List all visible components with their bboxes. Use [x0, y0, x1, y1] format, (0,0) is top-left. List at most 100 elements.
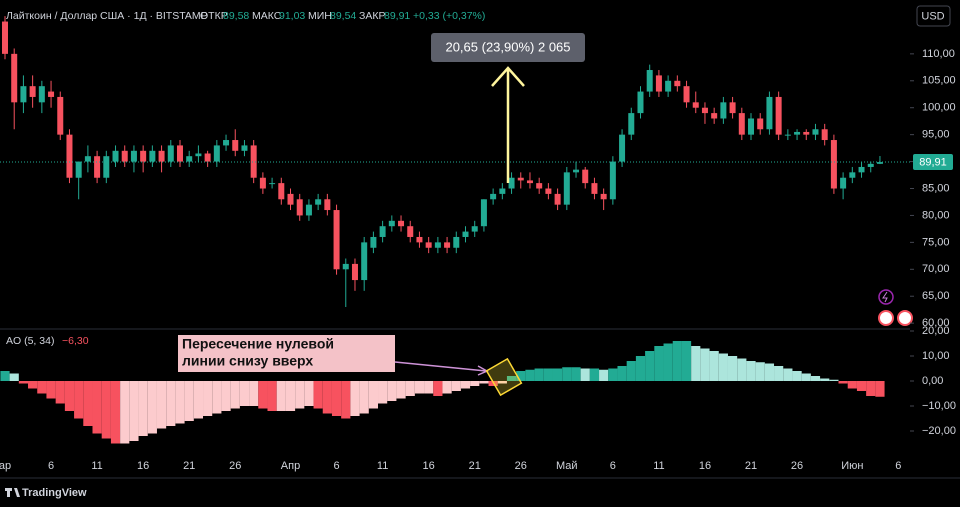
candle-body: [140, 150, 147, 162]
ao-bar: [516, 371, 526, 381]
ao-bar: [654, 346, 664, 381]
candle-body: [75, 161, 82, 178]
candle-body: [186, 156, 193, 162]
ao-bar: [331, 381, 342, 416]
candle-body: [2, 21, 8, 54]
ao-bar: [156, 381, 167, 429]
candle-body: [508, 177, 515, 189]
ao-bar: [304, 381, 314, 406]
ao-bar: [700, 348, 710, 381]
ao-bar: [718, 353, 728, 381]
ao-bar: [727, 356, 738, 381]
candle-body: [803, 131, 810, 135]
ao-bar: [120, 381, 130, 444]
candle-body: [499, 188, 506, 194]
candle-body: [729, 102, 736, 114]
ao-bar: [866, 381, 876, 396]
ao-bar: [138, 381, 148, 436]
candle-body: [821, 129, 828, 141]
candle-body: [232, 140, 239, 151]
ao-bar: [221, 381, 231, 411]
ao-bar: [258, 381, 268, 409]
y-tick-label: 105,00: [922, 75, 956, 87]
ao-bar: [147, 381, 157, 434]
y-tick-label: 10,00: [922, 350, 950, 362]
candle-body: [849, 172, 856, 178]
x-tick-label: 21: [745, 460, 757, 472]
candle-body: [333, 210, 340, 270]
x-tick-label: 6: [610, 460, 616, 472]
ao-bar: [672, 341, 682, 381]
candle-body: [701, 107, 708, 114]
candle-body: [757, 118, 764, 130]
ao-bar: [792, 371, 802, 381]
x-tick-label: 11: [653, 460, 664, 472]
ao-bar: [580, 368, 590, 381]
candle-body: [398, 220, 405, 227]
x-tick-label: 11: [377, 460, 388, 472]
ao-bar: [856, 381, 867, 391]
currency-button[interactable]: [916, 5, 951, 27]
x-tick-label: 21: [469, 460, 481, 472]
high-value: 91,03: [279, 10, 305, 22]
ao-bar: [497, 381, 507, 384]
candle-body: [480, 199, 487, 227]
candle-body: [858, 166, 865, 173]
ao-bar: [442, 381, 452, 394]
candle-body: [223, 140, 230, 146]
ao-bar: [829, 379, 839, 381]
ao-bar: [55, 381, 65, 404]
ao-bar: [212, 381, 222, 414]
callout-box: [178, 335, 395, 372]
candle-body: [646, 70, 653, 92]
candle-body: [609, 161, 616, 200]
event-icon[interactable]: [878, 289, 894, 305]
ao-bar: [18, 381, 29, 384]
open-value: 89,58: [223, 10, 249, 22]
ao-bar: [801, 373, 811, 381]
ao-bar: [414, 381, 425, 394]
ao-bar: [378, 381, 388, 404]
ao-bar: [635, 356, 646, 381]
ao-bar: [571, 367, 581, 381]
y-tick-label: 85,00: [922, 182, 950, 194]
candle-body: [195, 153, 202, 157]
candle-body: [416, 236, 423, 243]
ao-bar: [9, 373, 19, 381]
flag-icon[interactable]: [878, 310, 894, 326]
x-tick-label: Май: [556, 460, 578, 472]
y-tick-label: 95,00: [922, 129, 950, 141]
ao-bar: [506, 376, 517, 381]
flag-icon[interactable]: [897, 310, 913, 326]
candle-body: [692, 102, 699, 108]
ao-bar: [691, 346, 701, 381]
candle-body: [370, 236, 377, 248]
ao-bar: [553, 368, 563, 381]
measure-label: 20,65 (23,90%) 2 065: [445, 39, 570, 54]
candle-body: [241, 145, 248, 151]
ao-bar: [755, 362, 765, 381]
candle-body: [536, 183, 543, 189]
candle-body: [176, 145, 183, 162]
y-tick-label: 80,00: [922, 209, 950, 221]
ao-bar: [396, 381, 406, 399]
candle-body: [830, 140, 837, 189]
ao-bar: [203, 381, 213, 416]
currency[interactable]: USD: [921, 10, 944, 22]
last-price-label: 89,91: [919, 156, 947, 168]
candle-body: [351, 263, 358, 281]
candle-body: [775, 96, 782, 135]
measure-arrow-head: [491, 66, 525, 87]
y-tick-label: 60,00: [922, 317, 950, 329]
candle-body: [563, 172, 570, 205]
candle-body: [287, 193, 294, 205]
symbol: Лайткоин / Доллар США · 1Д · BITSTAMP: [6, 10, 208, 22]
candle-body: [573, 169, 580, 173]
ao-bar: [470, 381, 480, 386]
x-tick-label: 21: [183, 460, 195, 472]
candle-body: [840, 177, 847, 189]
candle-body: [425, 242, 432, 248]
x-tick-label: 16: [137, 460, 149, 472]
ao-bar: [74, 381, 84, 419]
last-price-box: [913, 154, 953, 171]
